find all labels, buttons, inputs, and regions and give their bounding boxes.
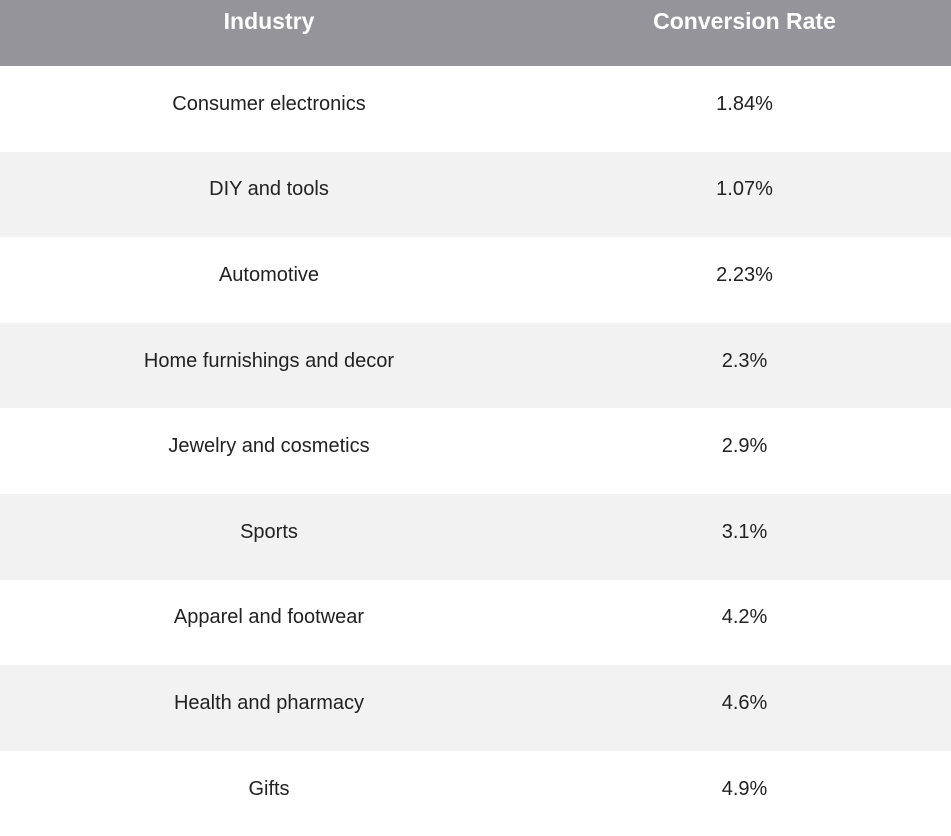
industry-cell: Apparel and footwear <box>173 606 365 629</box>
table-row: Sports 3.1% <box>0 493 951 580</box>
conversion-rate-cell: 2.9% <box>721 435 768 458</box>
table-row: Health and pharmacy 4.6% <box>0 665 951 751</box>
table-row: Jewelry and cosmetics 2.9% <box>0 408 951 494</box>
header-industry: Industry <box>223 8 315 34</box>
conversion-rate-cell: 3.1% <box>721 520 768 543</box>
conversion-rate-cell: 4.9% <box>721 777 768 800</box>
table-row: Consumer electronics 1.84% <box>0 66 951 152</box>
conversion-rate-cell: 1.07% <box>716 178 773 201</box>
industry-cell: Consumer electronics <box>172 92 366 115</box>
conversion-rate-cell: 2.23% <box>716 263 773 286</box>
conversion-rate-cell: 2.3% <box>721 349 768 372</box>
conversion-rate-cell: 4.2% <box>721 606 768 629</box>
table-body: Consumer electronics 1.84% DIY and tools 1.… <box>0 66 951 836</box>
table-row: Apparel and footwear 4.2% <box>0 579 951 666</box>
industry-cell: Home furnishings and decor <box>143 349 395 372</box>
industry-cell: DIY and tools <box>209 178 329 201</box>
conversion-rate-cell: 4.6% <box>721 691 768 714</box>
table-header: Industry Conversion Rate <box>0 0 951 66</box>
industry-cell: Jewelry and cosmetics <box>168 435 370 458</box>
table-row: Home furnishings and decor 2.3% <box>0 322 951 409</box>
industry-cell: Health and pharmacy <box>173 691 365 714</box>
industry-cell: Gifts <box>248 777 290 800</box>
conversion-rate-cell: 1.84% <box>716 92 773 115</box>
industry-cell: Sports <box>240 520 298 543</box>
table-row: Gifts 4.9% <box>0 750 951 836</box>
header-conversion-rate: Conversion Rate <box>653 8 836 34</box>
table-row: Automotive 2.23% <box>0 237 951 323</box>
industry-cell: Automotive <box>218 263 320 286</box>
table-row: DIY and tools 1.07% <box>0 151 951 238</box>
